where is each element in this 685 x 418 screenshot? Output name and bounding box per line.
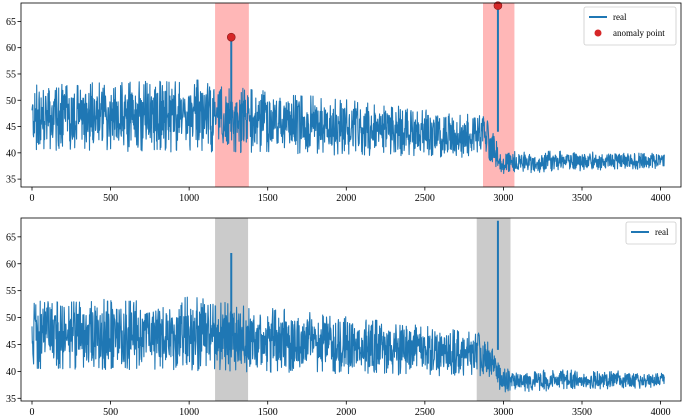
top-panel: 0 500 1000 1500 2000 2500 3000 3500 4000 35 40 45 50… [6, 1, 682, 204]
x-tick-label: 1500 [258, 407, 278, 418]
y-tick-label: 40 [6, 367, 16, 378]
y-tick-label: 45 [6, 122, 16, 133]
plot-area [31, 3, 665, 187]
legend-box [583, 6, 677, 46]
y-tick-label: 35 [6, 394, 16, 405]
x-tick-label: 3000 [493, 193, 513, 204]
x-tick-label: 2500 [415, 407, 435, 418]
x-tick-label: 1500 [258, 193, 278, 204]
y-tick-label: 55 [6, 286, 16, 297]
legend: real [625, 221, 677, 245]
legend-marker-anomaly-point [594, 29, 602, 37]
y-tick-label: 65 [6, 232, 16, 243]
anomaly-point-2 [493, 1, 503, 10]
anomaly-span-2 [476, 218, 511, 401]
x-tick-label: 2000 [336, 193, 356, 204]
x-tick-label: 3000 [493, 407, 513, 418]
y-tick-label: 65 [6, 17, 16, 28]
x-tick-label: 2500 [415, 193, 435, 204]
x-tick-label: 500 [103, 407, 118, 418]
legend-label: anomaly point [613, 28, 665, 38]
x-tick-label: 0 [30, 407, 35, 418]
y-tick-label: 35 [6, 175, 16, 186]
legend-label: real [613, 12, 627, 22]
y-tick-label: 50 [6, 313, 16, 324]
axes-frame [20, 2, 682, 188]
anomaly-point-1 [226, 32, 236, 42]
legend-box [625, 221, 677, 245]
y-tick-label: 55 [6, 69, 16, 80]
y-tick-label: 40 [6, 148, 16, 159]
axes-frame [20, 217, 682, 402]
x-tick-label: 1000 [179, 407, 199, 418]
x-tick-label: 4000 [651, 407, 671, 418]
legend-label: real [655, 227, 669, 237]
legend: real anomaly point [583, 6, 677, 46]
x-tick-label: 4000 [651, 193, 671, 204]
y-tick-label: 45 [6, 340, 16, 351]
y-tick-label: 60 [6, 259, 16, 270]
x-tick-label: 0 [30, 193, 35, 204]
series-real-line [31, 296, 665, 393]
plot-area [31, 218, 665, 401]
x-tick-label: 2000 [336, 407, 356, 418]
bottom-panel: 0 500 1000 1500 2000 2500 3000 3500 4000 35 40 45 50… [6, 217, 682, 418]
x-tick-label: 3500 [572, 407, 592, 418]
x-tick-label: 3500 [572, 193, 592, 204]
x-tick-label: 500 [103, 193, 118, 204]
y-tick-label: 60 [6, 43, 16, 54]
x-tick-label: 1000 [179, 193, 199, 204]
y-tick-label: 50 [6, 96, 16, 107]
series-real-line [31, 79, 665, 175]
